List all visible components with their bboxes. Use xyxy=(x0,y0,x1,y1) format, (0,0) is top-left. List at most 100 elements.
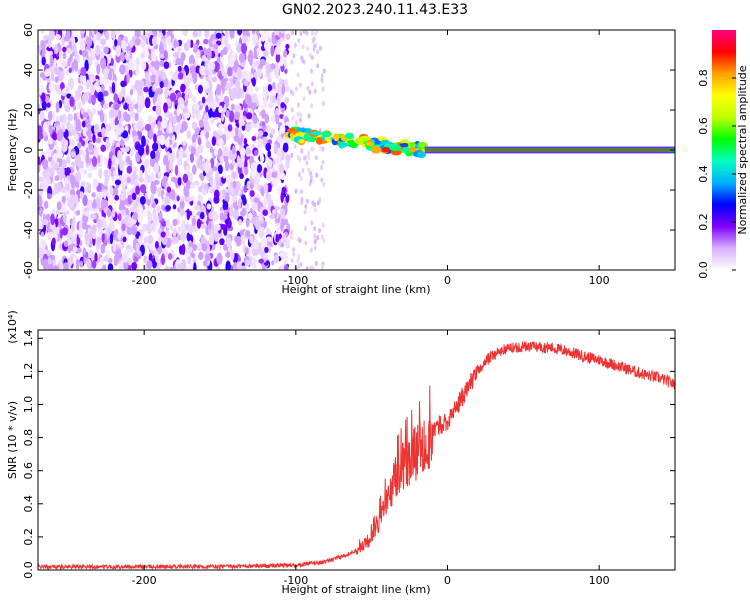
spectrogram-cell xyxy=(45,213,51,222)
x-tick-label: -200 xyxy=(132,274,157,287)
spectrogram-cell xyxy=(114,38,118,47)
spectrogram-cell xyxy=(272,159,276,166)
spectrogram-cell xyxy=(70,151,76,158)
spectrogram-cell xyxy=(308,89,312,95)
spectrogram-cell xyxy=(38,125,43,136)
spectrogram-cell xyxy=(126,72,131,84)
spectrogram-cell xyxy=(198,119,204,128)
spectrogram-cell xyxy=(240,147,246,158)
spectrogram-cell xyxy=(284,85,291,92)
spectrogram-cell xyxy=(234,186,239,196)
spectrogram-cell xyxy=(96,63,101,75)
spectrogram-cell xyxy=(97,154,101,164)
spectrogram-cell xyxy=(95,31,102,41)
spectrogram-cell xyxy=(82,247,87,256)
spectrogram-cell xyxy=(321,159,325,165)
spectrogram-cell xyxy=(67,257,73,267)
spectrogram-cell xyxy=(263,96,268,108)
colorbar-tick-label: 0.8 xyxy=(697,69,710,87)
spectrogram-cell xyxy=(203,38,209,45)
spectrogram-cell xyxy=(242,110,247,117)
spectrogram-cell xyxy=(144,97,151,109)
spectrogram-cell xyxy=(87,172,93,179)
spectrogram-cell xyxy=(161,253,166,266)
spectrogram-cell xyxy=(304,240,308,246)
spectrogram-cell xyxy=(124,64,129,76)
spectrogram-cell xyxy=(164,195,171,206)
spectrogram-cell xyxy=(298,238,302,244)
spectrogram-cell xyxy=(211,166,218,172)
x-tick-label: -100 xyxy=(283,274,308,287)
spectrogram-cell xyxy=(310,131,322,136)
spectrogram-cell xyxy=(219,212,224,221)
spectrogram-cell xyxy=(237,30,243,36)
spectrogram-cell xyxy=(55,88,62,94)
spectrogram-cell xyxy=(241,194,246,202)
spectrogram-cell xyxy=(71,61,76,72)
spectrogram-cell xyxy=(103,46,109,55)
spectrogram-cell xyxy=(84,232,91,241)
spectrogram-cell xyxy=(270,45,275,57)
spectrogram-cell xyxy=(41,92,46,103)
spectrogram-cell xyxy=(316,49,319,55)
spectrogram-cell xyxy=(105,30,110,41)
spectrogram-cell xyxy=(241,34,248,44)
spectrogram-cell xyxy=(46,102,51,108)
spectrogram-cell xyxy=(280,79,286,86)
spectrogram-cell xyxy=(97,104,102,112)
spectrogram-cell xyxy=(118,261,124,270)
spectrogram-cell xyxy=(84,210,90,217)
spectrogram-cell xyxy=(41,100,47,111)
spectrogram-cell xyxy=(186,231,191,242)
spectrogram-cell xyxy=(139,34,146,40)
spectrogram-cell xyxy=(217,57,221,64)
spectrogram-cell xyxy=(280,102,286,109)
spectrogram-cell xyxy=(127,257,132,266)
spectrogram-cell xyxy=(180,196,186,202)
spectrogram-cell xyxy=(86,37,93,48)
spectrogram-cell xyxy=(91,259,97,269)
x-tick-label: -200 xyxy=(132,574,157,587)
spectrogram-cell xyxy=(223,71,228,78)
spectrogram-cell xyxy=(139,40,146,48)
spectrogram-cell xyxy=(50,213,55,226)
spectrogram-cell xyxy=(189,54,195,64)
spectrogram-cell xyxy=(190,146,196,156)
spectrogram-cell xyxy=(151,36,158,47)
spectrogram-cell xyxy=(96,236,102,245)
spectrogram-cell xyxy=(243,166,249,176)
spectrogram-cell xyxy=(309,177,313,183)
spectrogram-cell xyxy=(251,169,257,180)
spectrogram-cell xyxy=(366,141,375,147)
spectrogram-cell xyxy=(155,241,159,249)
spectrogram-cell xyxy=(168,152,175,164)
spectrogram-cell xyxy=(74,133,79,141)
spectrogram-cell xyxy=(270,128,276,136)
spectrogram-cell xyxy=(141,135,146,147)
spectrogram-cell xyxy=(147,234,154,244)
spectrogram-cell xyxy=(291,30,295,36)
spectrogram-cell xyxy=(201,157,206,163)
spectrogram-cell xyxy=(132,212,139,220)
spectrogram-cell xyxy=(117,150,122,160)
spectrogram-cell xyxy=(101,127,106,138)
x-tick-label: 0 xyxy=(444,574,451,587)
spectrogram-cell xyxy=(143,86,149,93)
spectrogram-cell xyxy=(313,202,317,208)
spectrogram-cell xyxy=(269,71,273,80)
spectrogram-cell xyxy=(134,37,142,46)
spectrogram-cell xyxy=(105,137,110,150)
spectrogram-cell xyxy=(124,102,128,110)
spectrogram-cell xyxy=(215,170,220,182)
spectrogram-cell xyxy=(176,149,180,160)
spectrogram-cell xyxy=(119,163,125,171)
colorbar-ticks: 0.0 0.2 0.4 0.6 0.8 xyxy=(697,69,736,279)
spectrogram-cell xyxy=(131,262,138,270)
spectrogram-cell xyxy=(172,228,177,237)
spectrogram-cell xyxy=(47,230,53,239)
colorbar-tick-label: 0.0 xyxy=(697,261,710,279)
spectrogram-cell xyxy=(322,237,326,243)
spectrogram-cell xyxy=(359,135,371,142)
spectrogram-cell xyxy=(229,249,235,262)
